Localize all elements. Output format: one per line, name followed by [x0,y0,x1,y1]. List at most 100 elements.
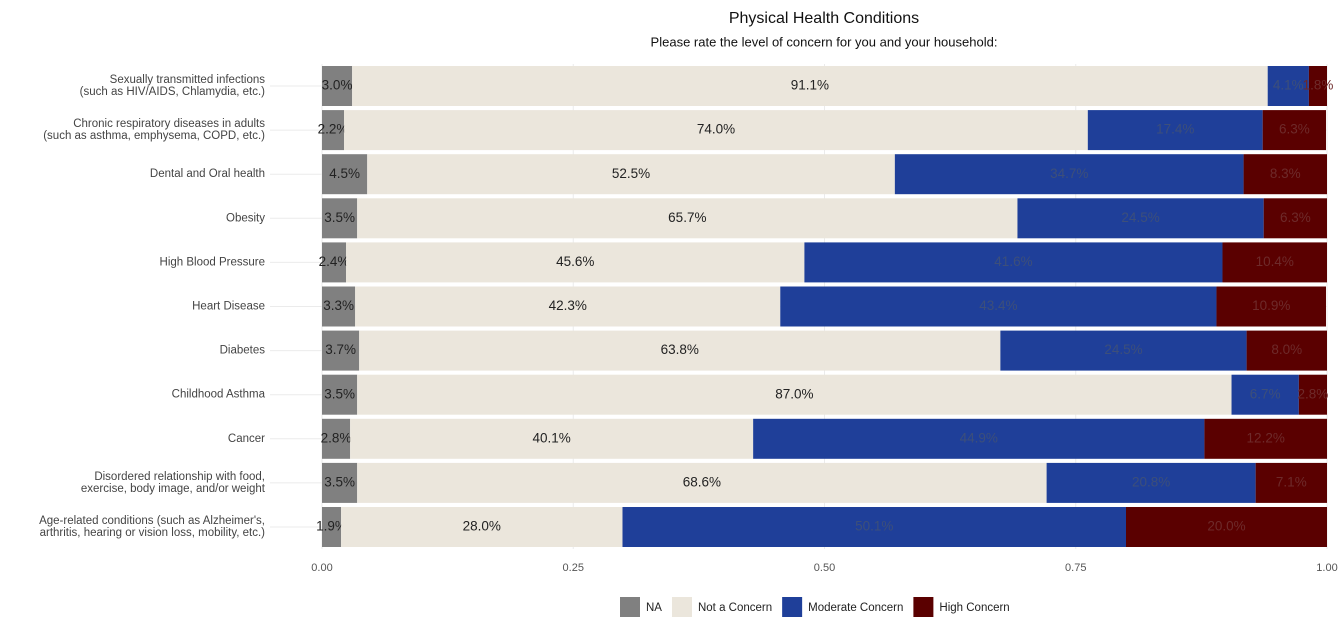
value-label: 2.8% [1298,386,1329,401]
bar-segment [1262,110,1326,151]
bar-segment [357,198,1018,239]
value-label: 10.4% [1256,254,1294,269]
value-label: 20.8% [1132,474,1170,489]
bar-segment [322,507,342,547]
legend-label: NA [646,602,662,614]
bar-segment [357,374,1232,415]
value-label: 7.1% [1276,474,1307,489]
legend-swatch [782,597,803,617]
x-tick-label: 1.00 [1316,562,1337,574]
value-label: 24.5% [1104,342,1142,357]
value-label: 3.5% [324,210,355,225]
bar-segment [322,418,351,459]
value-label: 24.5% [1121,210,1159,225]
bar-segment [346,242,805,283]
bar-segment [1263,198,1327,239]
value-label: 42.3% [549,298,587,313]
y-tick-label: Chronic respiratory diseases in adults [73,118,265,130]
legend-swatch [913,597,934,617]
bar-segment [753,418,1205,459]
y-tick-label: arthritis, hearing or vision loss, mobil… [40,527,266,539]
y-tick-label: High Blood Pressure [160,256,265,268]
bar-segment [367,154,895,195]
bar-segment [622,507,1126,547]
bar-segment [352,66,1268,106]
value-label: 17.4% [1156,122,1194,137]
bar-segment [350,418,754,459]
legend-label: High Concern [939,602,1009,614]
value-label: 45.6% [556,254,594,269]
value-label: 20.0% [1207,519,1245,534]
value-label: 3.0% [322,78,353,93]
value-label: 65.7% [668,210,706,225]
bar-segment [1267,66,1309,106]
bar-segment [1231,374,1299,415]
value-label: 1.9% [316,519,347,534]
bar-segment [322,154,368,195]
value-label: 12.2% [1247,430,1285,445]
value-label: 2.2% [318,122,349,137]
x-tick-label: 0.25 [563,562,584,574]
chart-subtitle: Please rate the level of concern for you… [651,34,998,49]
value-label: 41.6% [994,254,1032,269]
bar-segment [322,462,358,503]
bar-segment [344,110,1088,151]
value-label: 50.1% [855,519,893,534]
bar-segment [359,330,1001,371]
value-label: 6.3% [1279,122,1310,137]
value-label: 4.1% [1273,78,1304,93]
bar-segment [1000,330,1247,371]
value-label: 3.7% [325,342,356,357]
bar-segment [1216,286,1326,327]
y-tick-label: exercise, body image, and/or weight [81,483,266,495]
value-label: 10.9% [1252,298,1290,313]
y-tick-label: Age-related conditions (such as Alzheime… [39,515,265,527]
bar-segment [1046,462,1256,503]
y-tick-label: Diabetes [220,345,266,357]
value-label: 3.5% [324,474,355,489]
value-label: 34.7% [1050,166,1088,181]
value-label: 44.9% [960,430,998,445]
value-label: 43.4% [979,298,1017,313]
value-label: 28.0% [463,519,501,534]
bar-segment [357,462,1047,503]
x-tick-label: 0.50 [814,562,835,574]
y-tick-label: Sexually transmitted infections [110,74,266,86]
bar-segment [341,507,623,547]
value-label: 63.8% [661,342,699,357]
bar-segment [322,374,358,415]
legend-swatch [671,597,692,617]
bar-segment [322,110,345,151]
value-label: 52.5% [612,166,650,181]
bar-segment [322,242,347,283]
y-tick-label: Childhood Asthma [172,389,266,401]
value-label: 6.7% [1250,386,1281,401]
y-tick-label: (such as HIV/AIDS, Chlamydia, etc.) [80,86,266,98]
y-tick-label: Obesity [226,212,265,224]
y-tick-label: Disordered relationship with food, [94,471,265,483]
value-label: 87.0% [775,386,813,401]
bar-segment [780,286,1217,327]
chart-title: Physical Health Conditions [729,10,919,27]
bar-segment [1298,374,1327,415]
value-label: 40.1% [533,430,571,445]
value-label: 3.5% [324,386,355,401]
bar-segment [1222,242,1327,283]
value-label: 4.5% [329,166,360,181]
y-tick-label: (such as asthma, emphysema, COPD, etc.) [43,130,265,142]
y-tick-label: Cancer [228,433,265,445]
value-label: 6.3% [1280,210,1311,225]
value-label: 8.0% [1271,342,1302,357]
bar-segment [1087,110,1263,151]
legend-label: Not a Concern [698,602,772,614]
bar-segment [322,66,353,106]
value-label: 8.3% [1270,166,1301,181]
value-label: 3.3% [323,298,354,313]
legend-label: Moderate Concern [808,602,903,614]
bar-segment [1243,154,1327,195]
value-label: 1.8% [1303,78,1334,93]
bar-segment [322,330,360,371]
value-label: 68.6% [683,474,721,489]
bar-segment [355,286,781,327]
